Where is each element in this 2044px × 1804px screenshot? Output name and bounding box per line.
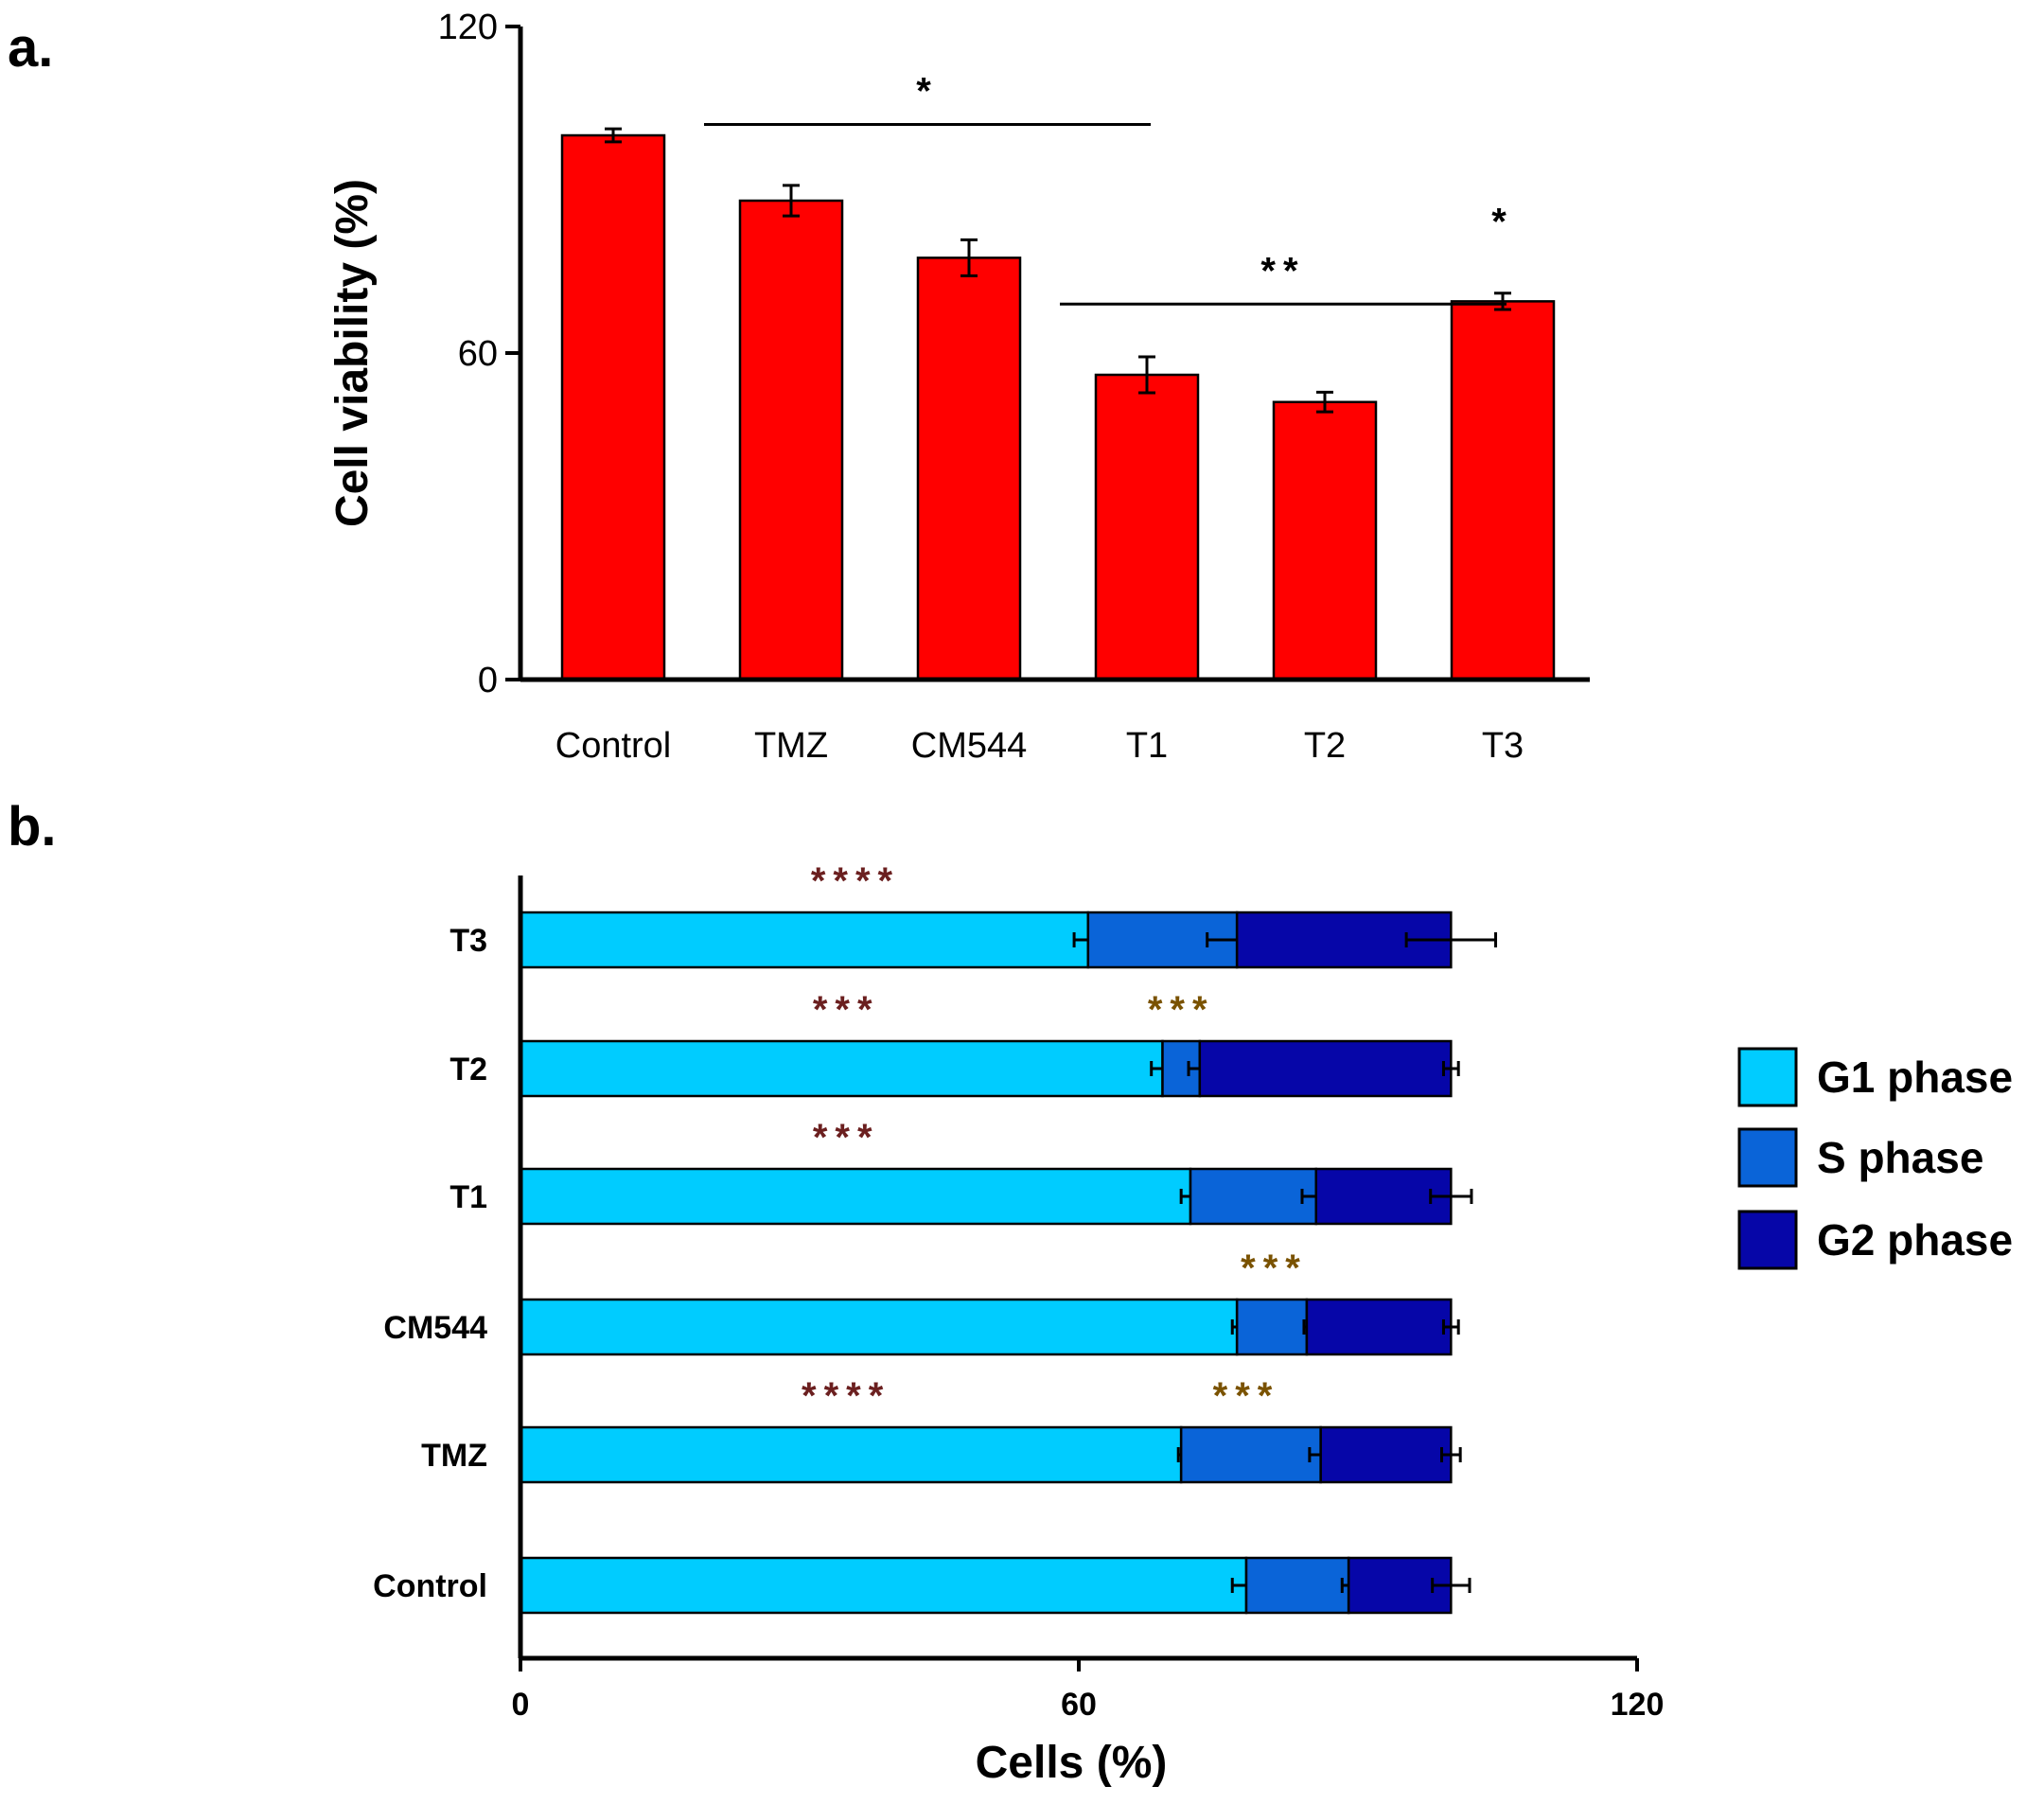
bar-t1 [1094,373,1200,681]
x-tick-label: 60 [1061,1687,1097,1723]
bar-tmz [738,199,844,681]
bar-cm544 [916,256,1022,681]
significance-marker: ** [1260,250,1305,292]
significance-marker: * [1491,202,1514,243]
segment-g1-t2 [519,1039,1164,1098]
legend-swatch-2 [1737,1127,1798,1188]
bar-t2 [1272,400,1378,681]
x-tick-label: T2 [1304,726,1346,766]
significance-marker: *** [1213,1375,1280,1417]
segment-s-control [1244,1556,1350,1615]
y-tick-label: 120 [438,8,498,47]
y-tick-label: 60 [458,334,498,374]
legend: G1 phase S phase G2 phase [1737,1047,2013,1270]
segment-g1-t3 [519,911,1090,969]
x-tick-label: Control [555,726,672,766]
y-axis-title: Cell viability (%) [327,179,378,527]
segment-g2-t2 [1198,1039,1453,1098]
x-tick-label: 120 [1611,1687,1665,1723]
segment-s-t1 [1189,1167,1317,1226]
y-tick-label: CM544 [383,1310,487,1346]
bar-control [560,133,666,681]
x-tick-label: CM544 [911,726,1028,766]
segment-g2-t1 [1314,1167,1453,1226]
legend-label-2: S phase [1817,1133,1983,1182]
legend-label-1: G1 phase [1817,1052,2013,1102]
segment-g1-t1 [519,1167,1192,1226]
y-tick-label: 0 [478,661,498,700]
bar-t3 [1450,300,1556,681]
x-tick-label: 0 [512,1687,530,1723]
significance-marker: * [916,71,939,113]
segment-g1-tmz [519,1425,1183,1484]
significance-marker: *** [813,989,880,1031]
x-axis-title: Cells (%) [976,1738,1168,1788]
segment-g1-cm544 [519,1298,1239,1356]
significance-marker: **** [811,860,900,902]
segment-s-tmz [1179,1425,1322,1484]
segment-s-cm544 [1235,1298,1309,1356]
x-tick-label: T1 [1126,726,1168,766]
legend-swatch-1 [1737,1047,1798,1107]
segment-g1-control [519,1556,1248,1615]
segment-s-t3 [1086,911,1239,969]
significance-marker: *** [813,1117,880,1158]
panel-a-label: a. [8,17,53,79]
y-tick-label: T3 [449,923,487,959]
significance-marker: *** [1148,989,1215,1031]
segment-g2-cm544 [1305,1298,1453,1356]
segment-g2-tmz [1319,1425,1453,1484]
cell-viability-chart: Control TMZ CM544 T1 T2 T3 0 60 120 Cell viabilit… [327,8,1590,766]
y-tick-label: T1 [449,1179,487,1215]
x-tick-label: T3 [1482,726,1524,766]
panel-b-label: b. [8,796,57,858]
y-tick-label: TMZ [421,1438,487,1474]
x-tick-label: TMZ [754,726,828,766]
significance-marker: **** [802,1375,890,1417]
legend-label-3: G2 phase [1817,1215,2013,1265]
y-tick-label: T2 [449,1052,487,1088]
legend-swatch-3 [1737,1210,1798,1270]
significance-marker: *** [1241,1247,1308,1289]
y-tick-label: Control [373,1568,487,1604]
